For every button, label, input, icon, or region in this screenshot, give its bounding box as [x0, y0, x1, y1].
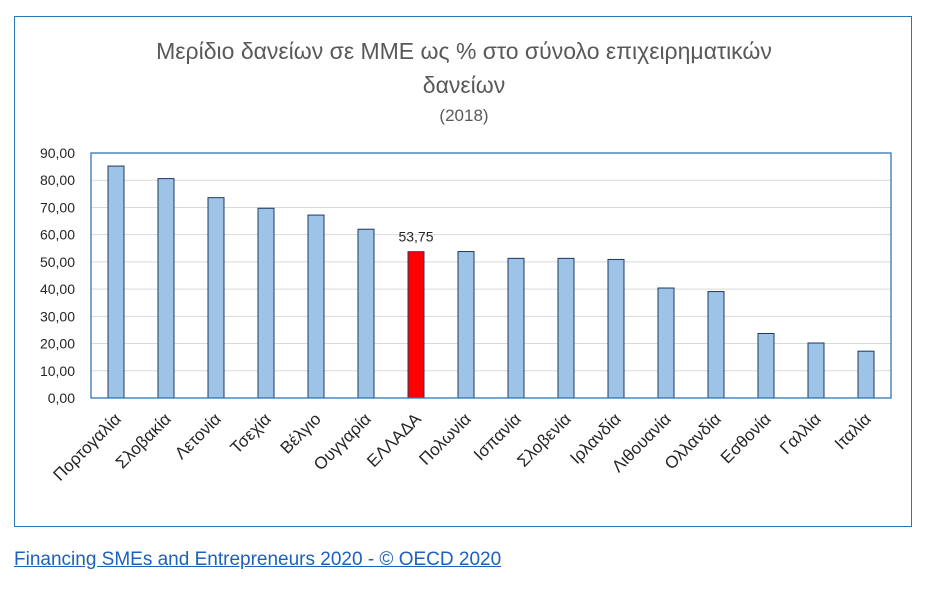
y-axis-tick-labels: 0,00 10,00 20,00 30,00 40,00 50,00 60,00 70,00 8… — [40, 145, 75, 406]
x-category-label: Ιταλία — [831, 409, 875, 453]
x-category-label: Γαλλία — [776, 409, 825, 458]
bar — [807, 342, 825, 399]
y-tick-label: 90,00 — [40, 145, 75, 161]
x-category-label: Λετονία — [171, 409, 225, 463]
y-tick-label: 20,00 — [40, 336, 75, 352]
bar — [407, 251, 425, 399]
x-category-label: Εσθονία — [717, 409, 775, 467]
x-category-label: Βέλγιο — [277, 409, 325, 457]
plot-area-border — [90, 152, 892, 399]
x-category-label: Πορτογαλία — [49, 409, 124, 484]
bar — [257, 207, 275, 399]
bar — [857, 350, 875, 399]
y-tick-label: 50,00 — [40, 254, 75, 270]
bar — [157, 178, 175, 399]
chart-subtitle: (2018) — [439, 106, 488, 125]
bar — [507, 257, 525, 399]
bar — [757, 332, 775, 399]
x-category-label: Σλοβακία — [112, 409, 175, 472]
y-tick-label: 30,00 — [40, 308, 75, 324]
chart-frame: Μερίδιο δανείων σε ΜΜΕ ως % στο σύνολο ε… — [14, 16, 912, 527]
bar — [107, 165, 125, 399]
chart-title-line-2: δανείων — [423, 72, 505, 98]
bar — [607, 258, 625, 399]
x-category-label: ΕΛΛΑΔΑ — [363, 409, 425, 471]
x-category-label: Τσεχία — [227, 409, 275, 457]
data-label-ellada: 53,75 — [398, 229, 433, 245]
bar — [707, 291, 725, 399]
y-tick-label: 80,00 — [40, 172, 75, 188]
y-tick-label: 40,00 — [40, 281, 75, 297]
source-link[interactable]: Financing SMEs and Entrepreneurs 2020 - … — [14, 549, 502, 570]
bar — [307, 214, 325, 399]
bar — [457, 251, 475, 399]
y-tick-label: 0,00 — [48, 390, 75, 406]
bars — [107, 165, 875, 399]
y-tick-label: 70,00 — [40, 199, 75, 215]
y-tick-label: 60,00 — [40, 227, 75, 243]
x-category-label: Πολωνία — [415, 409, 475, 469]
bar — [557, 257, 575, 399]
bar-chart: Μερίδιο δανείων σε ΜΜΕ ως % στο σύνολο ε… — [40, 38, 892, 485]
bar — [657, 287, 675, 399]
chart-title-line-1: Μερίδιο δανείων σε ΜΜΕ ως % στο σύνολο ε… — [156, 38, 772, 64]
bar — [357, 228, 375, 399]
x-category-label: Σλοβενία — [514, 409, 575, 470]
bar — [207, 197, 225, 399]
y-tick-label: 10,00 — [40, 363, 75, 379]
